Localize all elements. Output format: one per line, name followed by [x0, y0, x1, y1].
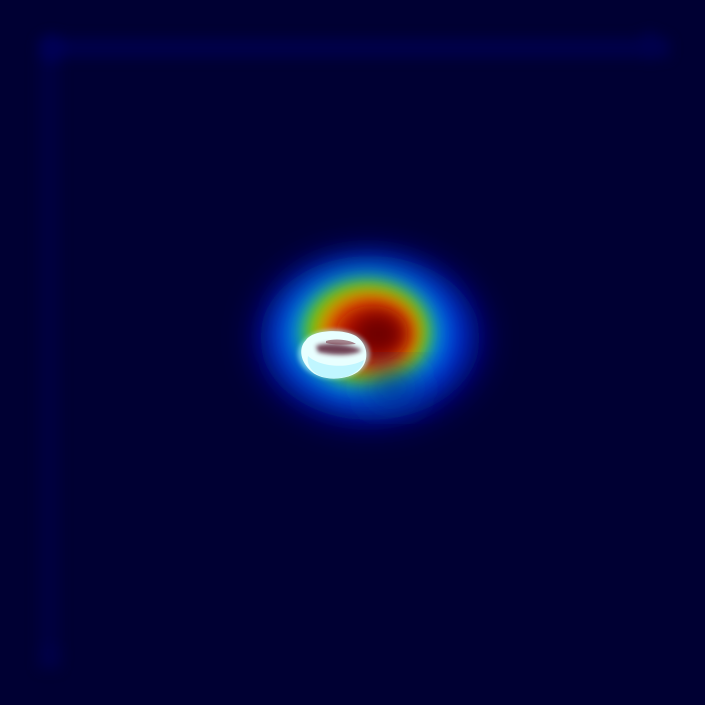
heat-tail-lower — [366, 370, 418, 406]
top-edge-artifact — [40, 38, 670, 58]
heat-blob — [260, 256, 480, 420]
object-dark-band-top — [326, 339, 356, 345]
highlighted-object — [298, 329, 370, 379]
border-artifacts — [38, 32, 670, 670]
bottom-left-corner-artifact — [38, 643, 62, 667]
top-right-corner-artifact — [636, 32, 664, 60]
top-left-corner-artifact — [38, 34, 66, 62]
left-edge-artifact — [38, 40, 60, 670]
object-dark-band — [316, 343, 362, 355]
object-lower-tint — [307, 356, 364, 379]
